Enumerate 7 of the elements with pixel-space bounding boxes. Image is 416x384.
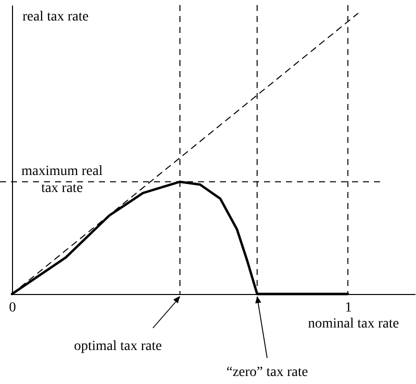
annotation: “zero” tax rate — [226, 365, 308, 380]
annotation: optimal tax rate — [74, 339, 162, 354]
x-tick-label: 0 — [9, 300, 16, 316]
ref-line-label: maximum real tax rate — [21, 164, 103, 196]
x-axis-title: nominal tax rate — [308, 316, 399, 332]
x-tick-label: 1 — [344, 300, 352, 316]
y-axis-title: real tax rate — [22, 10, 89, 24]
